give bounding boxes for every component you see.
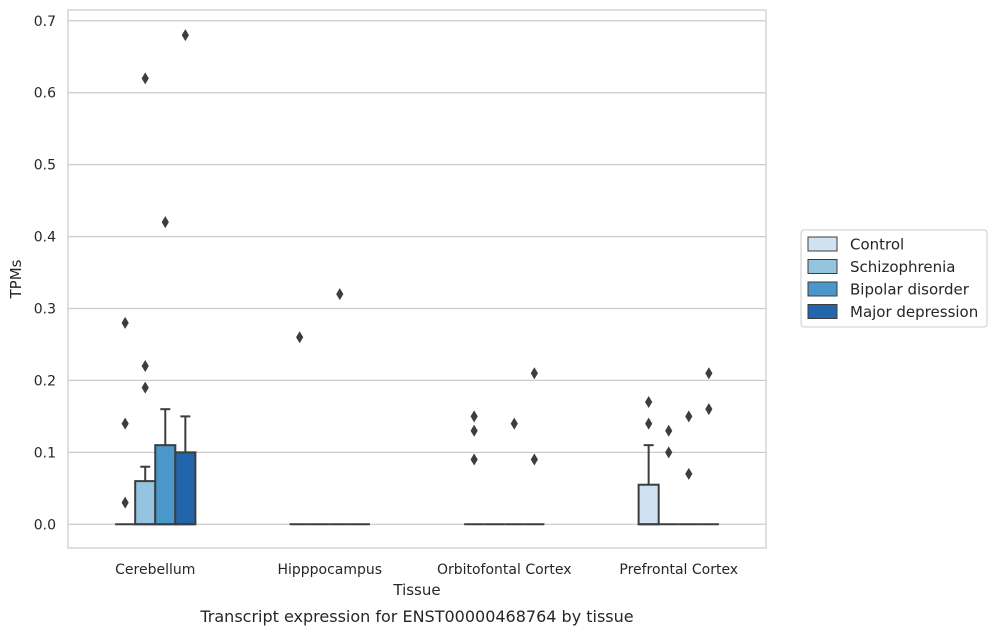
outlier-point [530,367,538,380]
y-tick-label: 0.2 [34,373,56,389]
box-control [464,410,485,526]
box [174,451,197,526]
outlier-point [685,410,693,423]
outlier-point [121,316,129,329]
y-tick-label: 0.5 [34,158,56,174]
box-control [289,331,310,526]
x-tick-labels: Cerebellum Hipppocampus Orbitofontal Corte… [115,562,738,578]
outlier-point [470,453,478,466]
legend-swatch [807,304,838,319]
outlier-point [141,381,149,394]
outlier-point [336,288,344,301]
outlier-point [685,467,693,480]
x-tick-label: Hipppocampus [277,562,382,578]
boxes [115,29,719,526]
box-control [637,395,660,526]
legend-label: Major depression [850,303,978,321]
box-bipolar-disorder [329,288,350,526]
outlier-point [665,424,673,437]
y-tick-label: 0.1 [34,445,56,461]
outlier-point [510,417,518,430]
outlier-point [296,331,304,344]
outlier-point [530,453,538,466]
box [134,480,157,526]
outlier-point [161,216,169,229]
outlier-point [121,496,129,509]
box-major-depression [698,367,719,526]
outlier-point [121,417,129,430]
chart-caption: Transcript expression for ENST0000046876… [199,607,633,626]
y-tick-label: 0.0 [34,517,56,533]
legend-swatch [807,236,838,252]
y-tick-label: 0.4 [34,230,56,246]
outlier-point [470,424,478,437]
legend-frame [800,229,988,328]
plot-frame [67,9,767,549]
y-tick-labels: 0.0 0.1 0.2 0.3 0.4 0.5 0.6 0.7 [34,14,56,533]
box-bipolar-disorder [504,417,525,526]
box-bipolar-disorder [678,410,699,526]
outlier-point [645,395,653,408]
outlier-point [141,360,149,373]
box-schizophrenia [134,72,157,526]
x-tick-label: Cerebellum [115,562,195,578]
legend-label: Bipolar disorder [850,281,970,299]
box-major-depression [524,367,545,526]
y-tick-label: 0.3 [34,301,56,317]
box [154,444,177,526]
legend-label: Schizophrenia [850,258,955,276]
legend-label: Control [850,236,904,254]
y-tick-label: 0.6 [34,86,56,102]
box-control [115,316,136,526]
outlier-point [470,410,478,423]
legend-swatch [807,281,838,297]
outlier-point [705,403,713,416]
x-tick-label: Orbitofontal Cortex [437,562,572,578]
y-tick-label: 0.7 [34,14,56,30]
legend: Control Schizophrenia Bipolar disorder Majo… [800,229,988,328]
outlier-point [665,446,673,459]
outlier-point [645,417,653,430]
x-tick-label: Prefrontal Cortex [619,562,738,578]
box-schizophrenia [658,424,679,526]
legend-swatch [807,259,838,274]
box-bipolar-disorder [154,216,177,526]
y-axis-title: TPMs [7,259,25,299]
outlier-point [141,72,149,85]
box [637,483,660,526]
box-major-depression [174,29,197,526]
outlier-point [181,29,189,42]
x-axis-title: Tissue [392,581,440,599]
outlier-point [705,367,713,380]
